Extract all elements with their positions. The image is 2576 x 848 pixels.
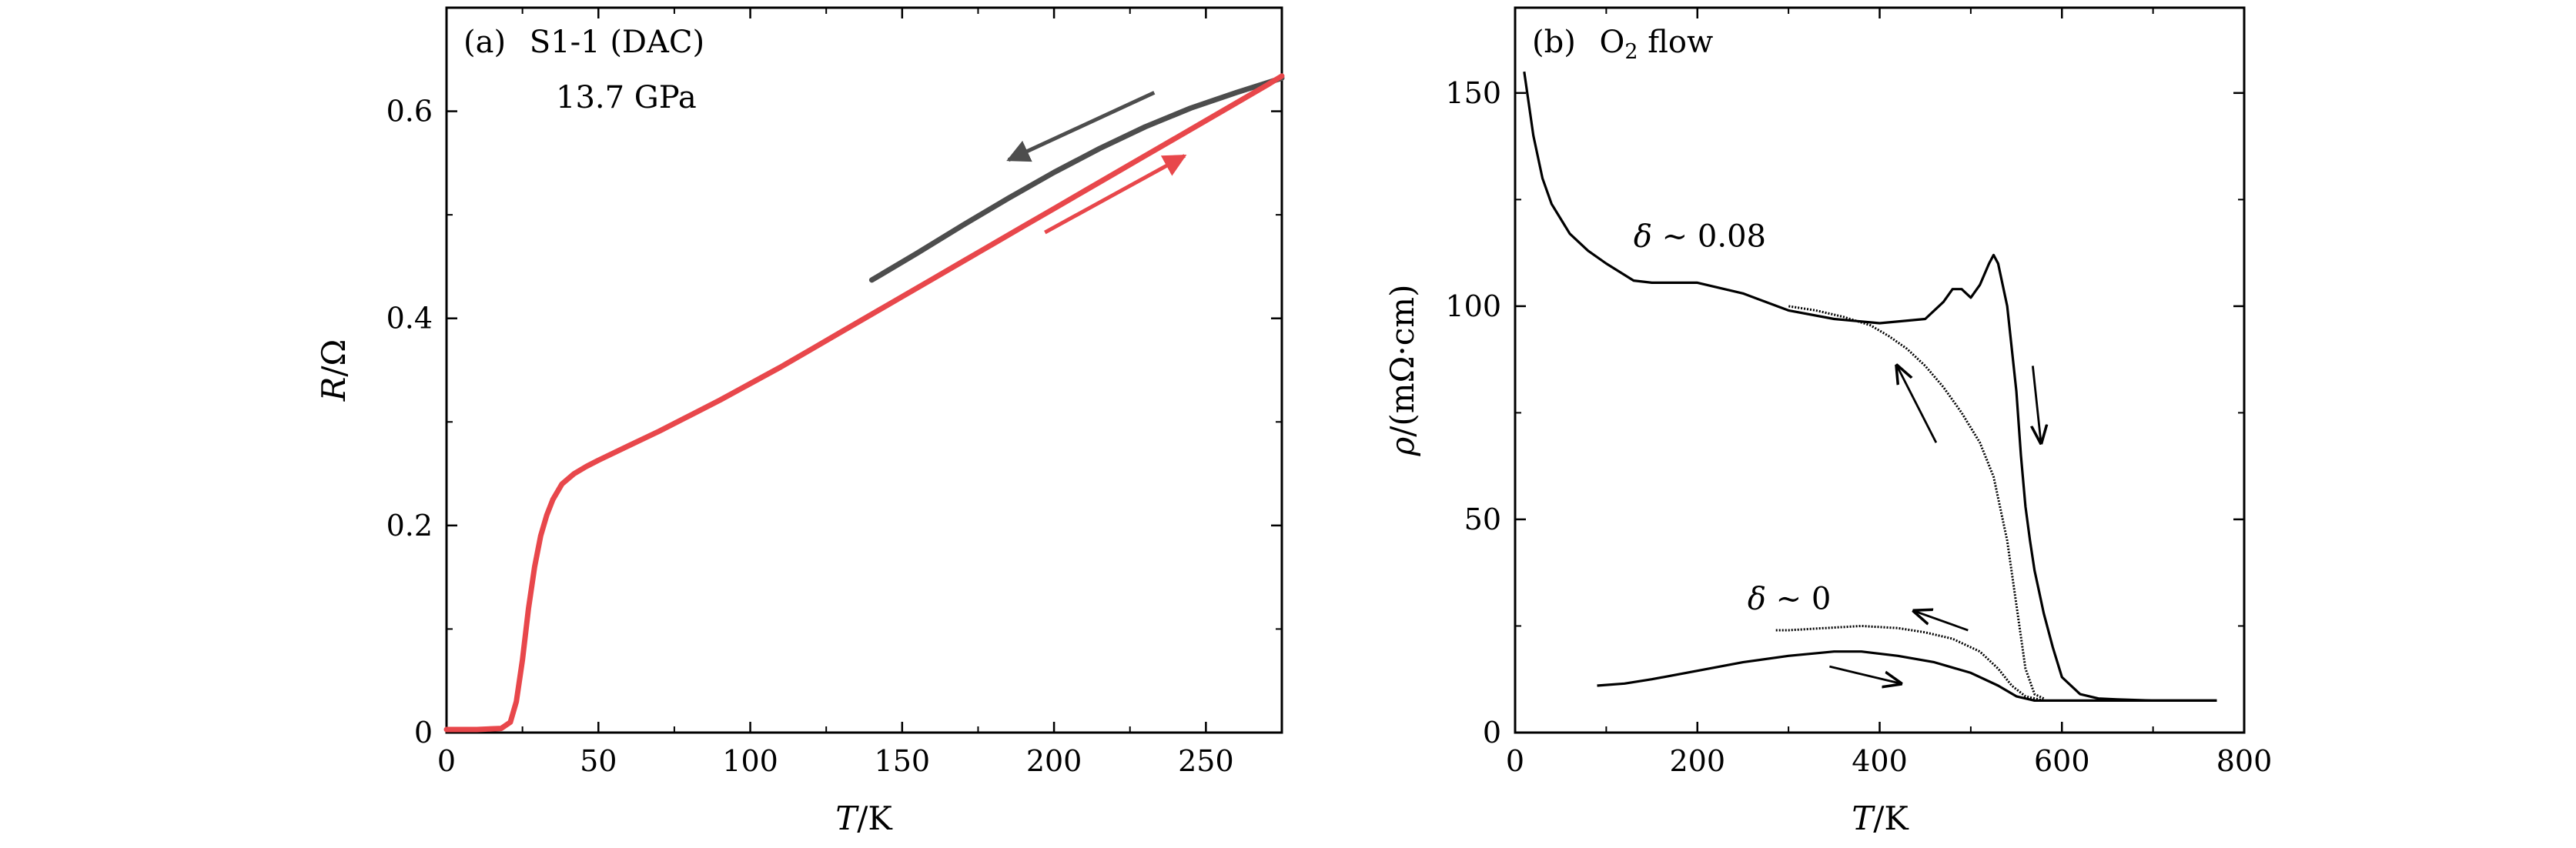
label-delta-008: δ ∼ 0.08	[1634, 219, 1766, 254]
series-cooling	[868, 75, 1285, 283]
panel-a-xtick-label: 50	[580, 744, 617, 778]
panel-a-series	[443, 73, 1285, 733]
panel-b-ytick-label: 50	[1464, 502, 1501, 536]
panel-b-ytick-label: 100	[1445, 289, 1501, 323]
panel-a-ytick-label: 0.4	[386, 302, 433, 336]
panel-b-xtick-label: 800	[2216, 744, 2273, 778]
panel-b-arrow	[1829, 665, 1900, 683]
panel-b-arrow	[1914, 611, 1969, 632]
series--0-08-cooling	[1788, 305, 2045, 700]
panel-a-xtick-label: 150	[875, 744, 931, 778]
series--0-cooling	[1775, 625, 2044, 702]
series-warming	[443, 73, 1285, 733]
panel-b-xtick-label: 600	[2034, 744, 2090, 778]
panel-a-xtick-label: 200	[1026, 744, 1082, 778]
panel-b-ytick-label: 0	[1483, 716, 1501, 750]
panel-a-ticks: 0 50 100 150 200 250 0 0.2 0.4 0.6	[386, 7, 1282, 778]
panel-b-xtick-label: 400	[1852, 744, 1908, 778]
panel-b-arrow	[1897, 366, 1938, 443]
panel-b-arrows	[1829, 366, 2041, 683]
panel-a-xlabel: T/K	[835, 800, 893, 837]
panel-a-xtick-label: 250	[1178, 744, 1234, 778]
panel-b-frame	[1514, 6, 2246, 734]
panel-b-label: (b) O2 flow	[1532, 25, 1713, 64]
panel-b-xtick-label: 0	[1506, 744, 1524, 778]
panel-a: 0 50 100 150 200 250 0 0.2 0.4 0.6 (a) S1-1 (DAC)…	[315, 6, 1285, 837]
panel-b-xlabel: T/K	[1852, 800, 1909, 837]
panel-a-xtick-label: 0	[437, 744, 456, 778]
panel-b-ylabel: ρ/(mΩ·cm)	[1383, 285, 1421, 457]
panel-a-ytick-label: 0.2	[386, 509, 433, 543]
panel-b-xtick-label: 200	[1669, 744, 1725, 778]
panel-a-xtick-label: 100	[722, 744, 778, 778]
arrow-warming	[1044, 154, 1187, 235]
panel-b-ytick-label: 150	[1445, 76, 1501, 110]
label-delta-0: δ ∼ 0	[1748, 581, 1832, 616]
panel-b-arrow	[2032, 366, 2041, 442]
panel-a-label: (a) S1-1 (DAC)	[463, 25, 704, 60]
panel-b-series	[1523, 71, 2217, 702]
panel-a-pressure: 13.7 GPa	[556, 80, 697, 115]
panel-a-frame	[445, 6, 1283, 734]
arrow-cooling	[1006, 91, 1156, 162]
panel-a-arrows	[1006, 91, 1187, 235]
panel-b-ticks: 0 200 400 600 800 0 50 100 150	[1445, 8, 2272, 778]
series--0-08-warming	[1523, 71, 2217, 702]
series--0-warming	[1597, 650, 2217, 702]
panel-a-ylabel: R/Ω	[315, 339, 353, 402]
panel-a-ytick-label: 0	[414, 716, 433, 750]
panel-b: 0 200 400 600 800 0 50 100 150 (b) O2 flow δ ∼ 0…	[1383, 6, 2272, 837]
panel-a-ytick-label: 0.6	[386, 95, 433, 129]
